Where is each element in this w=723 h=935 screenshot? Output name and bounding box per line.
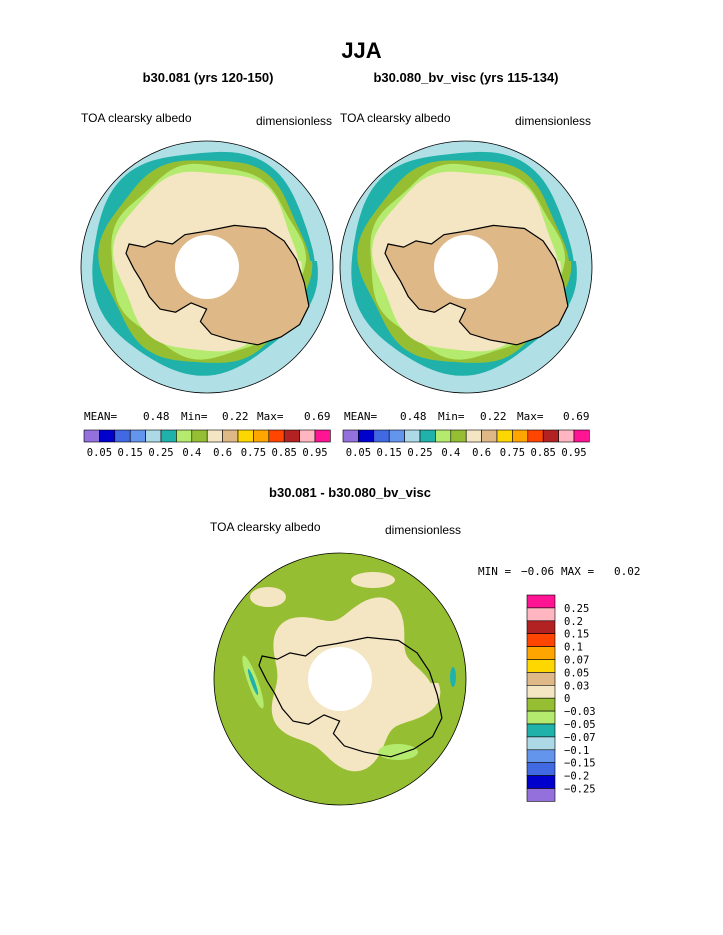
- right-colorbar-tick: 0.6: [472, 447, 491, 459]
- diff-colorbar-tick: 0.15: [564, 629, 589, 641]
- diff-colorbar-tick: −0.2: [564, 771, 589, 783]
- map-border: [213, 552, 467, 806]
- figure-title: JJA: [341, 38, 382, 63]
- diff-colorbar-tick: 0.03: [564, 680, 589, 692]
- polar-hole: [175, 235, 239, 299]
- right-colorbar-tick: 0.95: [561, 447, 586, 459]
- diff-colorbar-tick: 0: [564, 693, 570, 705]
- diff-colorbar-tick: 0.05: [564, 667, 589, 679]
- diff-colorbar-swatch: [526, 788, 556, 802]
- diff-colorbar-tick: −0.25: [564, 784, 596, 796]
- diff-min-value: −0.06: [521, 565, 555, 578]
- right-colorbar-tick: 0.4: [441, 447, 460, 459]
- right-colorbar-swatch: [573, 429, 590, 443]
- diff-panel-subtitle: b30.081 - b30.080_bv_visc: [269, 485, 431, 500]
- cream-patch-n: [351, 572, 395, 588]
- diff-colorbar-swatch: [526, 672, 556, 686]
- diff-colorbar-swatch: [526, 684, 556, 699]
- right-colorbar-tick: 0.85: [531, 447, 556, 459]
- left-colorbar-tick: 0.05: [87, 447, 112, 459]
- diff-polar-map: [213, 552, 467, 806]
- diff-colorbar-swatch: [526, 775, 556, 789]
- diff-field-label: TOA clearsky albedo: [210, 520, 321, 534]
- left-min-label: Min=: [181, 410, 208, 423]
- right-panel-subtitle: b30.080_bv_visc (yrs 115-134): [373, 70, 559, 85]
- map-border: [339, 140, 593, 394]
- left-panel-subtitle: b30.081 (yrs 120-150): [142, 70, 274, 85]
- diff-colorbar-swatch: [526, 723, 556, 738]
- left-colorbar-tick: 0.4: [182, 447, 201, 459]
- left-max-label: Max=: [257, 410, 284, 423]
- left-colorbar-tick: 0.25: [148, 447, 173, 459]
- right-units-label: dimensionless: [515, 114, 592, 128]
- coastline: [125, 224, 310, 346]
- right-min-label: Min=: [438, 410, 465, 423]
- coastline: [384, 224, 569, 346]
- diff-colorbar-swatch: [526, 646, 556, 660]
- diff-colorbar-swatch: [526, 697, 556, 712]
- left-colorbar-tick: 0.6: [213, 447, 232, 459]
- teal-patch-w: [247, 668, 259, 696]
- right-colorbar-tick: 0.15: [377, 447, 402, 459]
- left-colorbar-tick: 0.85: [272, 447, 297, 459]
- right-mean-value: 0.48: [400, 410, 427, 423]
- diff-colorbar-swatch: [526, 710, 556, 725]
- teal-patch-e: [450, 667, 456, 687]
- polar-hole: [434, 235, 498, 299]
- diff-colorbar-tick: 0.25: [564, 603, 589, 615]
- diff-colorbar-swatch: [526, 736, 556, 751]
- coastline: [258, 636, 443, 758]
- diff-field: [214, 553, 466, 805]
- left-colorbar-tick: 0.15: [118, 447, 143, 459]
- map-field: [340, 141, 592, 393]
- diff-colorbar-tick: −0.15: [564, 758, 596, 770]
- left-mean-value: 0.48: [143, 410, 170, 423]
- map-field: [81, 141, 333, 393]
- diff-colorbar-swatch: [526, 762, 556, 776]
- right-min-value: 0.22: [480, 410, 507, 423]
- right-max-value: 0.69: [563, 410, 590, 423]
- diff-colorbar-swatch: [526, 659, 556, 673]
- diff-colorbar-tick: −0.07: [564, 732, 596, 744]
- left-mean-label: MEAN=: [84, 410, 118, 423]
- left-max-value: 0.69: [304, 410, 331, 423]
- diff-max-label: MAX =: [561, 565, 595, 578]
- left-min-value: 0.22: [222, 410, 249, 423]
- cream-patch-nw: [250, 587, 286, 607]
- right-polar-map: [339, 140, 593, 394]
- diff-colorbar-swatch: [526, 633, 556, 647]
- diff-colorbar-tick: 0.1: [564, 642, 583, 654]
- left-colorbar-swatch: [314, 429, 331, 443]
- diff-colorbar-tick: −0.03: [564, 706, 596, 718]
- diff-max-value: 0.02: [614, 565, 641, 578]
- diff-units-label: dimensionless: [385, 523, 462, 537]
- diff-colorbar-tick: 0.07: [564, 655, 589, 667]
- left-units-label: dimensionless: [256, 114, 333, 128]
- left-field-label: TOA clearsky albedo: [81, 111, 192, 125]
- left-colorbar-tick: 0.75: [241, 447, 266, 459]
- diff-colorbar-swatch: [526, 620, 556, 634]
- diff-colorbar-swatch: [526, 594, 556, 609]
- map-border: [80, 140, 334, 394]
- right-max-label: Max=: [517, 410, 544, 423]
- diff-colorbar-swatch: [526, 607, 556, 622]
- right-colorbar-tick: 0.75: [500, 447, 525, 459]
- right-colorbar-tick: 0.05: [346, 447, 371, 459]
- left-polar-map: [80, 140, 334, 394]
- diff-colorbar-tick: −0.1: [564, 745, 589, 757]
- diff-min-label: MIN =: [478, 565, 512, 578]
- right-mean-label: MEAN=: [344, 410, 378, 423]
- diff-colorbar-tick: −0.05: [564, 719, 596, 731]
- left-colorbar-tick: 0.95: [302, 447, 327, 459]
- diff-colorbar-tick: 0.2: [564, 616, 583, 628]
- polar-hole: [308, 647, 372, 711]
- left-colorbar: 0.05 0.15 0.25 0.4 0.6 0.75 0.85 0.95 0.05 0.15 0.…: [83, 429, 590, 459]
- right-colorbar-tick: 0.25: [407, 447, 432, 459]
- right-field-label: TOA clearsky albedo: [340, 111, 451, 125]
- diff-colorbar-swatch: [526, 749, 556, 763]
